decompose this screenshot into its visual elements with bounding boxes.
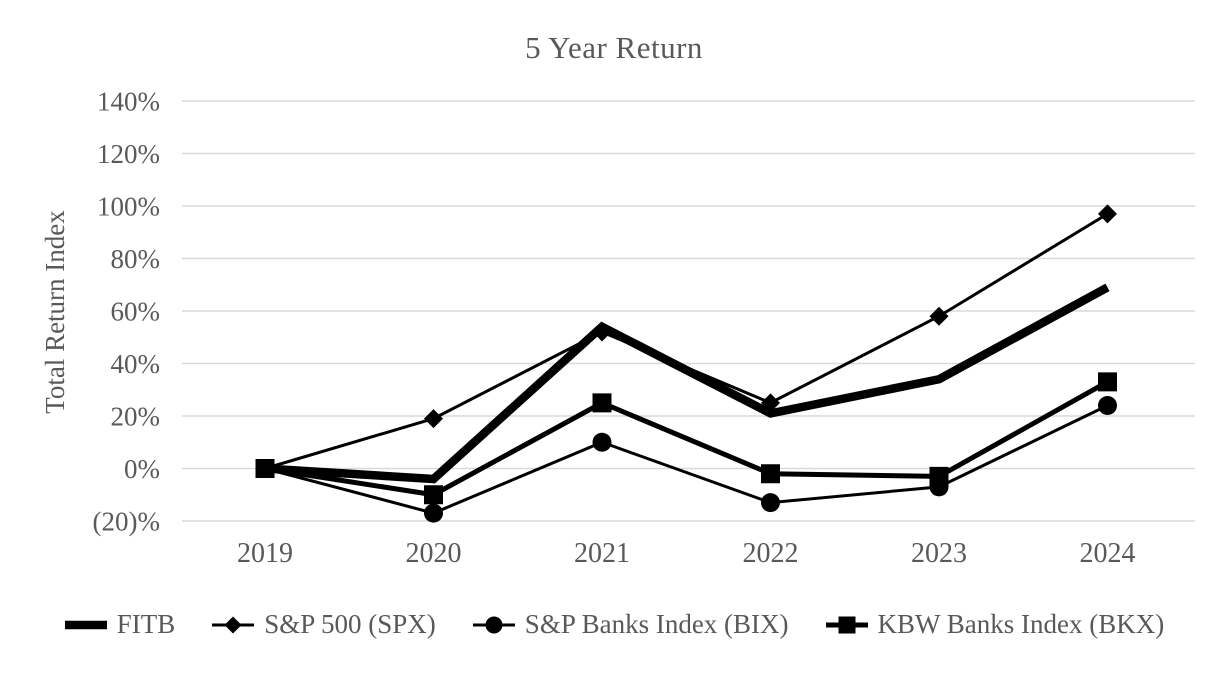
x-axis-tick-label: 2020 xyxy=(406,538,462,569)
square-marker xyxy=(424,485,443,505)
legend-item-s-p-500-spx-: S&P 500 (SPX) xyxy=(211,609,436,640)
x-axis-tick-label: 2023 xyxy=(911,538,967,569)
y-axis-tick-label: 80% xyxy=(111,244,161,274)
x-axis-tick-label: 2024 xyxy=(1080,538,1136,569)
chart-title: 5 Year Return xyxy=(525,30,703,65)
series-kbw-banks-index-bkx- xyxy=(255,372,1117,505)
legend: FITB S&P 500 (SPX) S&P Banks Index (BIX) KB… xyxy=(0,609,1228,640)
circle-marker xyxy=(1098,396,1117,415)
series-line xyxy=(264,379,1109,498)
y-axis-tick-label: 20% xyxy=(111,402,161,432)
x-axis-tick-label: 2021 xyxy=(574,538,630,569)
circle-marker xyxy=(592,432,612,452)
y-axis-tick-label: 120% xyxy=(97,139,160,169)
legend-label: KBW Banks Index (BKX) xyxy=(877,609,1165,639)
square-marker xyxy=(1098,372,1117,392)
legend-item-s-p-banks-index-bix-: S&P Banks Index (BIX) xyxy=(472,609,789,640)
diamond-marker xyxy=(929,306,949,326)
series-line xyxy=(264,212,1109,470)
square-marker xyxy=(929,466,949,486)
circle-marker xyxy=(761,493,780,513)
square-swatch-icon xyxy=(825,616,868,633)
square-marker xyxy=(838,616,856,633)
legend-item-kbw-banks-index-bkx-: KBW Banks Index (BKX) xyxy=(825,609,1165,640)
series-fitb xyxy=(264,283,1110,484)
legend-label: S&P Banks Index (BIX) xyxy=(524,609,789,639)
y-axis-tick-label: 100% xyxy=(97,192,160,222)
x-axis-tick-label: 2022 xyxy=(743,538,799,569)
line-swatch-icon xyxy=(64,620,107,629)
x-axis-tick-label: 2019 xyxy=(237,538,293,569)
diamond-marker xyxy=(424,409,443,429)
series-s-p-banks-index-bix- xyxy=(255,396,1117,523)
diamond-marker xyxy=(224,616,242,633)
diamond-swatch-icon xyxy=(212,616,255,633)
y-axis-tick-label: 60% xyxy=(111,297,161,327)
diamond-marker xyxy=(1098,204,1117,224)
square-marker xyxy=(255,459,275,478)
square-marker xyxy=(592,393,612,413)
square-marker xyxy=(761,464,780,484)
y-axis-title: Total Return Index xyxy=(40,210,70,414)
y-axis-tick-label: 140% xyxy=(97,87,160,117)
legend-label: S&P 500 (SPX) xyxy=(264,609,436,639)
circle-marker xyxy=(485,616,503,633)
y-axis-tick-label: 0% xyxy=(124,454,160,484)
circle-marker xyxy=(424,503,443,523)
series-line xyxy=(264,404,1109,515)
legend-item-fitb: FITB xyxy=(64,609,176,640)
circle-swatch-icon xyxy=(472,616,515,633)
legend-label: FITB xyxy=(116,609,176,639)
y-axis-tick-label: (20)% xyxy=(93,507,160,537)
y-axis-tick-label: 40% xyxy=(111,349,161,379)
series-line xyxy=(264,283,1110,484)
